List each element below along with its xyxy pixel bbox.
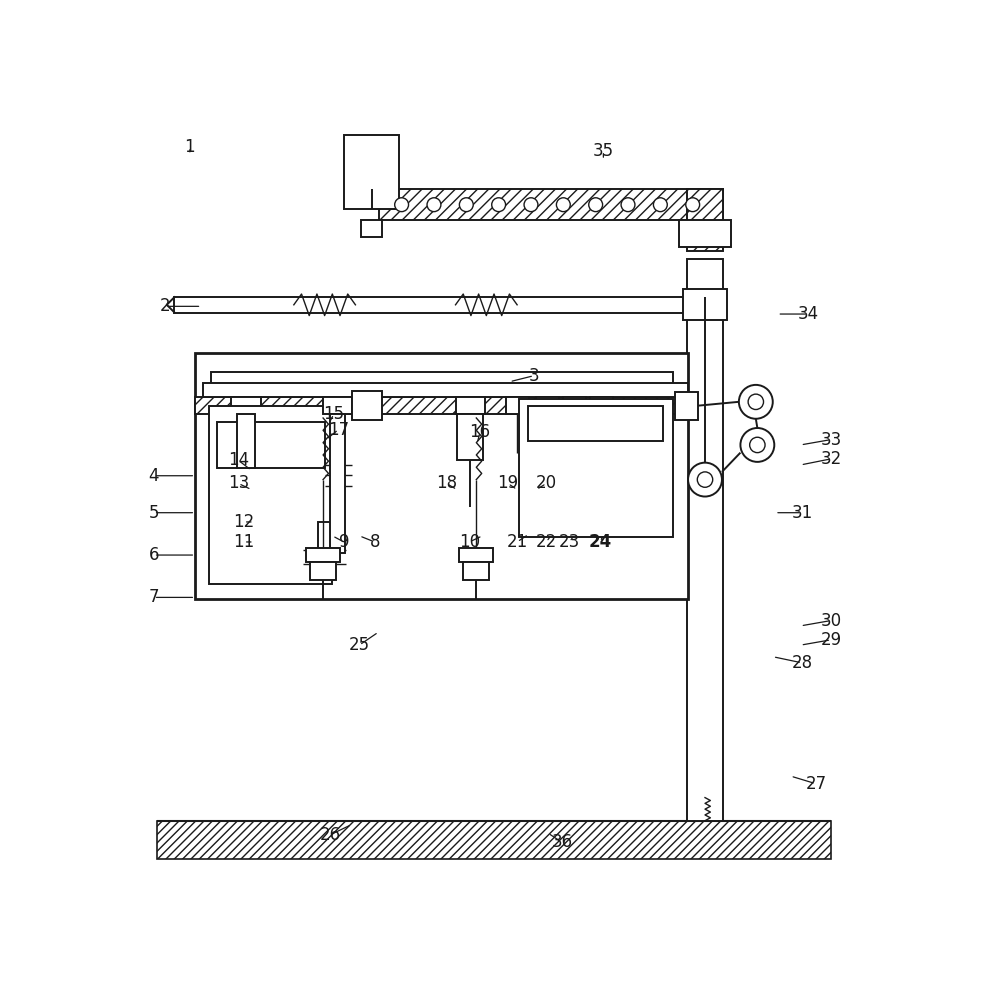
Text: 19: 19 xyxy=(497,474,519,492)
Circle shape xyxy=(741,428,774,462)
Circle shape xyxy=(698,472,713,487)
Bar xyxy=(528,406,663,441)
Circle shape xyxy=(739,385,772,419)
Circle shape xyxy=(395,198,409,212)
Text: 27: 27 xyxy=(805,775,826,793)
Text: 24: 24 xyxy=(588,533,612,551)
Text: 16: 16 xyxy=(469,423,491,441)
Bar xyxy=(564,397,586,414)
Circle shape xyxy=(653,198,667,212)
Bar xyxy=(209,406,332,584)
Bar xyxy=(361,220,383,237)
Circle shape xyxy=(621,198,635,212)
Text: 1: 1 xyxy=(185,138,195,156)
Bar xyxy=(195,353,688,599)
Bar xyxy=(217,422,325,468)
Circle shape xyxy=(459,198,473,212)
Text: 9: 9 xyxy=(339,533,349,551)
Bar xyxy=(352,391,383,420)
Bar xyxy=(379,189,724,220)
Bar xyxy=(457,414,483,460)
Bar xyxy=(459,548,493,562)
Text: 23: 23 xyxy=(559,533,580,551)
Text: 32: 32 xyxy=(821,450,842,468)
Text: 18: 18 xyxy=(435,474,457,492)
Bar xyxy=(237,414,255,468)
Bar xyxy=(679,220,732,247)
Bar xyxy=(323,397,352,414)
Bar xyxy=(463,562,489,580)
Bar xyxy=(211,372,673,391)
Bar xyxy=(310,562,336,580)
Circle shape xyxy=(588,198,602,212)
Circle shape xyxy=(427,198,441,212)
Bar xyxy=(231,397,261,414)
Circle shape xyxy=(524,198,538,212)
Circle shape xyxy=(557,198,571,212)
Bar xyxy=(506,397,529,414)
Text: 8: 8 xyxy=(370,533,380,551)
Text: 2: 2 xyxy=(160,297,171,315)
Bar xyxy=(687,259,724,821)
Text: 17: 17 xyxy=(328,421,349,439)
Text: 31: 31 xyxy=(791,504,813,522)
Text: 6: 6 xyxy=(148,546,159,564)
Text: 14: 14 xyxy=(228,451,248,469)
Circle shape xyxy=(749,437,765,453)
Bar xyxy=(195,397,688,414)
Text: 26: 26 xyxy=(320,826,341,844)
Text: 7: 7 xyxy=(148,588,159,606)
Circle shape xyxy=(688,463,722,497)
Text: 34: 34 xyxy=(797,305,819,323)
Text: 35: 35 xyxy=(592,142,614,160)
Bar xyxy=(687,189,724,251)
Text: 22: 22 xyxy=(536,533,557,551)
Bar xyxy=(455,397,485,414)
Bar xyxy=(590,397,613,414)
Text: 21: 21 xyxy=(507,533,528,551)
Text: 3: 3 xyxy=(529,367,540,385)
Bar xyxy=(344,135,400,209)
Bar xyxy=(519,399,673,537)
Circle shape xyxy=(492,198,506,212)
Circle shape xyxy=(748,394,763,410)
Bar xyxy=(203,383,688,397)
Text: 28: 28 xyxy=(791,654,812,672)
Text: 29: 29 xyxy=(821,631,842,649)
Bar xyxy=(175,297,687,312)
Text: 20: 20 xyxy=(536,474,557,492)
Text: 5: 5 xyxy=(148,504,159,522)
Text: 15: 15 xyxy=(323,405,345,423)
Bar xyxy=(537,397,560,414)
Bar xyxy=(318,522,331,572)
Bar xyxy=(675,392,698,420)
Bar xyxy=(330,414,346,553)
Text: 25: 25 xyxy=(349,636,370,654)
Text: 30: 30 xyxy=(821,611,842,630)
Circle shape xyxy=(686,198,700,212)
Text: 4: 4 xyxy=(148,467,159,485)
Text: 11: 11 xyxy=(234,533,254,551)
Text: 12: 12 xyxy=(234,513,254,531)
Text: 33: 33 xyxy=(821,431,842,449)
Bar xyxy=(306,548,340,562)
Text: 10: 10 xyxy=(459,533,480,551)
Text: 13: 13 xyxy=(228,474,249,492)
Bar xyxy=(157,821,831,859)
Text: 36: 36 xyxy=(552,833,573,851)
Bar xyxy=(683,289,728,320)
